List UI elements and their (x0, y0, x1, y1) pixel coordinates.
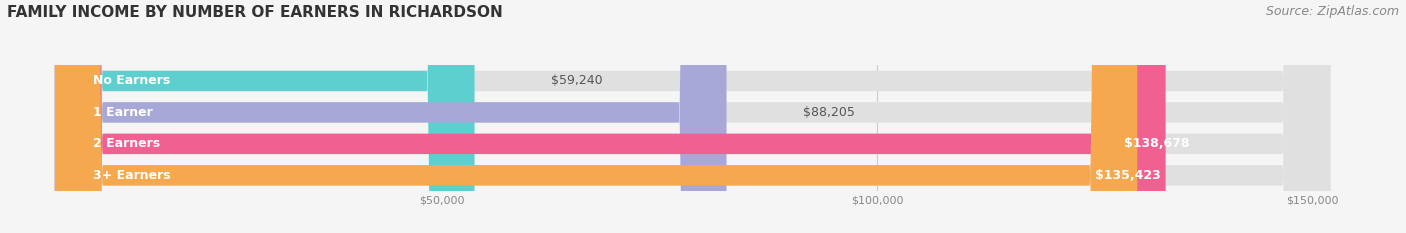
FancyBboxPatch shape (55, 0, 1330, 233)
Text: $135,423: $135,423 (1095, 169, 1161, 182)
Text: 3+ Earners: 3+ Earners (93, 169, 170, 182)
FancyBboxPatch shape (55, 0, 1137, 233)
FancyBboxPatch shape (55, 0, 727, 233)
FancyBboxPatch shape (55, 0, 1166, 233)
Text: Source: ZipAtlas.com: Source: ZipAtlas.com (1265, 5, 1399, 18)
Text: $138,678: $138,678 (1123, 137, 1189, 150)
Text: No Earners: No Earners (93, 75, 170, 87)
Text: $59,240: $59,240 (551, 75, 603, 87)
Text: $88,205: $88,205 (803, 106, 855, 119)
Text: 1 Earner: 1 Earner (93, 106, 153, 119)
FancyBboxPatch shape (55, 0, 1330, 233)
FancyBboxPatch shape (55, 0, 475, 233)
Text: 2 Earners: 2 Earners (93, 137, 160, 150)
FancyBboxPatch shape (55, 0, 1330, 233)
FancyBboxPatch shape (55, 0, 1330, 233)
Text: FAMILY INCOME BY NUMBER OF EARNERS IN RICHARDSON: FAMILY INCOME BY NUMBER OF EARNERS IN RI… (7, 5, 503, 20)
